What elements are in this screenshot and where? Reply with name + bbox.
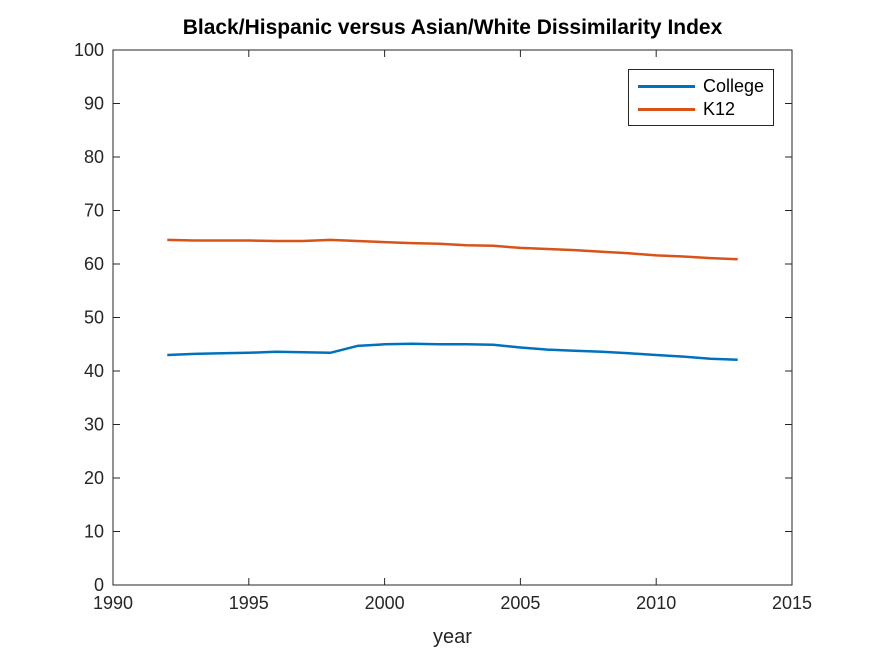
legend-item-college: College — [629, 77, 773, 95]
k12-line-swatch — [638, 107, 695, 111]
legend-label-k12: K12 — [703, 99, 736, 119]
y-tick-label: 100 — [74, 40, 104, 60]
y-tick-label: 80 — [84, 147, 104, 167]
chart-title: Black/Hispanic versus Asian/White Dissim… — [182, 16, 723, 39]
legend-item-k12: K12 — [629, 100, 773, 118]
axis-box — [112, 49, 793, 586]
legend-label-college: College — [703, 76, 765, 96]
y-tick-label: 10 — [84, 522, 104, 542]
college-line — [167, 342, 738, 362]
k12-line — [167, 238, 738, 261]
legend: College K12 — [628, 69, 774, 126]
y-tick-label: 70 — [84, 201, 104, 221]
y-tick-label: 20 — [84, 468, 104, 488]
x-tick-label: 2015 — [772, 593, 812, 613]
y-tick-label: 60 — [84, 254, 104, 274]
y-tick-label: 90 — [84, 94, 104, 114]
y-tick-label: 0 — [94, 575, 104, 595]
x-tick-label: 1990 — [93, 593, 133, 613]
y-tick-label: 30 — [84, 415, 104, 435]
college-line-swatch — [638, 84, 695, 88]
y-tick-label: 50 — [84, 308, 104, 328]
x-tick-label: 2005 — [500, 593, 540, 613]
x-tick-label: 2000 — [365, 593, 405, 613]
y-tick-label: 40 — [84, 361, 104, 381]
x-tick-label: 2010 — [636, 593, 676, 613]
x-tick-label: 1995 — [229, 593, 269, 613]
x-axis-label: year — [433, 626, 472, 648]
